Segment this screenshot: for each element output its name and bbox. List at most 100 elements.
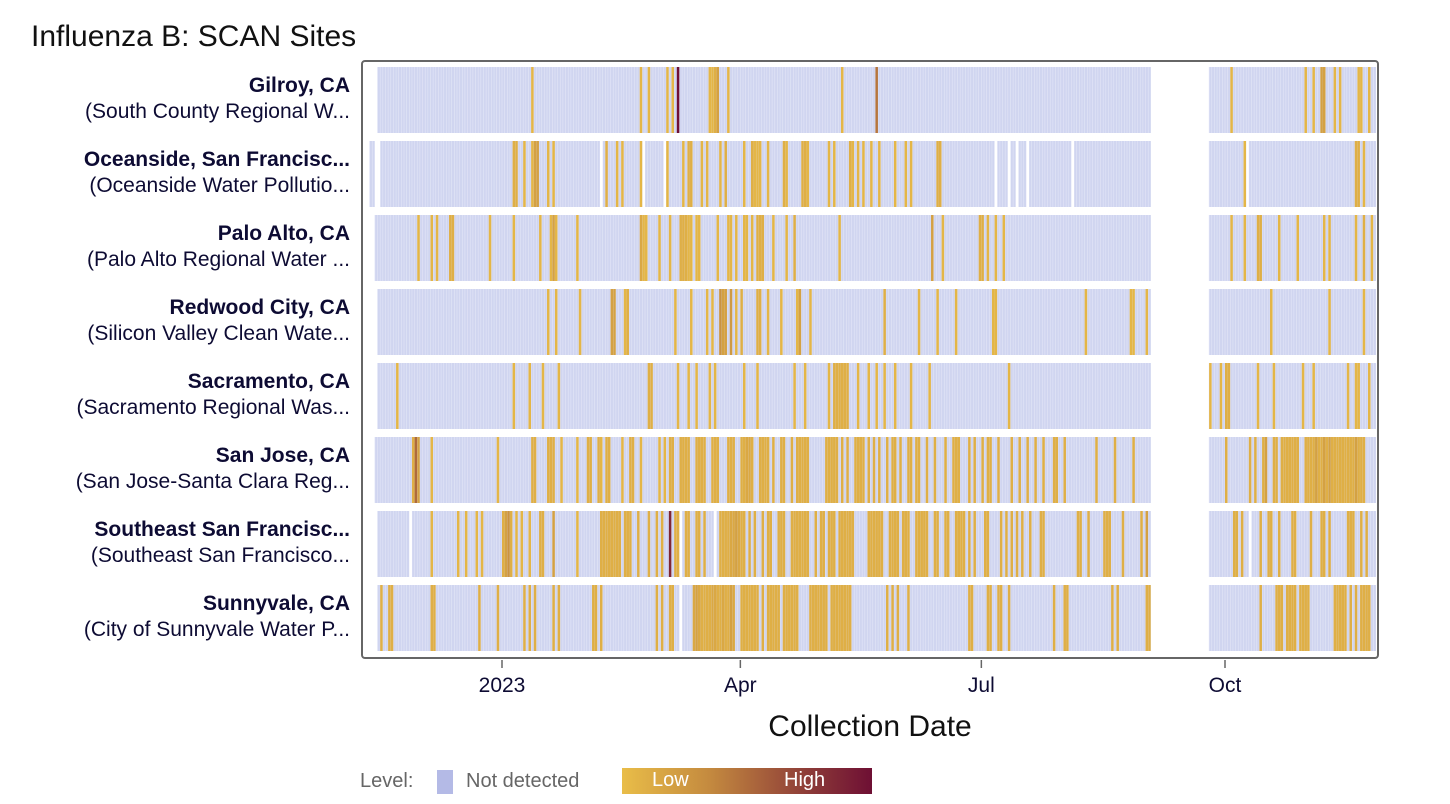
detection-cell bbox=[520, 511, 524, 577]
detection-cell bbox=[1362, 215, 1366, 281]
detection-cell bbox=[798, 437, 802, 503]
detection-cell bbox=[695, 511, 698, 577]
detection-cell bbox=[1275, 437, 1278, 503]
detection-cell bbox=[1283, 437, 1286, 503]
detection-cell bbox=[1219, 363, 1223, 429]
detection-cell bbox=[1270, 511, 1273, 577]
detection-cell bbox=[607, 437, 611, 503]
detection-cell bbox=[867, 511, 870, 577]
detection-cell bbox=[552, 437, 555, 503]
detection-cell bbox=[1042, 437, 1045, 503]
detection-cell bbox=[1087, 511, 1090, 577]
x-tick-label: Jul bbox=[967, 674, 995, 697]
missing-sample-cell bbox=[1248, 511, 1252, 577]
site-name: Gilroy, CA bbox=[248, 74, 350, 97]
detection-cell bbox=[830, 511, 833, 577]
detection-cell bbox=[1063, 585, 1066, 651]
detection-cell bbox=[1272, 363, 1276, 429]
detection-cell bbox=[957, 511, 961, 577]
detection-cell bbox=[822, 511, 825, 577]
detection-cell bbox=[891, 585, 894, 651]
detection-cell bbox=[533, 585, 537, 651]
detection-cell bbox=[1330, 437, 1334, 503]
detection-cell bbox=[523, 141, 526, 207]
detection-cell bbox=[1002, 215, 1006, 281]
detection-cell bbox=[915, 437, 918, 503]
detection-cell bbox=[631, 437, 635, 503]
detection-cell bbox=[827, 511, 831, 577]
detection-cell bbox=[801, 141, 804, 207]
row-label: Southeast San Francisc... (Southeast San … bbox=[91, 517, 350, 569]
detection-cell bbox=[1145, 511, 1149, 577]
detection-cell bbox=[891, 511, 894, 577]
detection-cell bbox=[886, 437, 889, 503]
detection-cell bbox=[986, 511, 990, 577]
detection-cell bbox=[1256, 363, 1260, 429]
detection-cell bbox=[602, 511, 606, 577]
missing-sample-cell bbox=[642, 141, 646, 207]
detection-cell bbox=[753, 511, 757, 577]
detection-cell bbox=[819, 585, 823, 651]
detection-cell bbox=[986, 437, 990, 503]
detection-cell bbox=[668, 215, 672, 281]
detection-cell bbox=[793, 585, 796, 651]
detection-cell bbox=[848, 141, 852, 207]
detection-cell bbox=[856, 437, 860, 503]
detection-cell bbox=[1362, 437, 1366, 503]
detection-cell bbox=[827, 363, 831, 429]
detection-cell bbox=[639, 67, 643, 133]
detection-cell bbox=[1063, 437, 1066, 503]
detection-cell bbox=[732, 437, 735, 503]
detection-cell bbox=[756, 363, 759, 429]
detection-cell bbox=[539, 511, 542, 577]
detection-cell bbox=[785, 585, 788, 651]
detection-cell bbox=[973, 511, 976, 577]
detection-cell bbox=[592, 585, 595, 651]
detection-cell bbox=[576, 215, 579, 281]
detection-cell bbox=[1039, 511, 1043, 577]
detection-cell bbox=[880, 511, 884, 577]
detection-cell bbox=[729, 511, 733, 577]
detection-cell bbox=[1360, 67, 1363, 133]
plot-frame bbox=[361, 60, 1379, 659]
detection-cell bbox=[817, 585, 820, 651]
detection-cell bbox=[1230, 67, 1233, 133]
site-name: Southeast San Francisc... bbox=[94, 518, 350, 541]
detection-cell bbox=[931, 215, 934, 281]
detection-cell bbox=[981, 215, 984, 281]
detection-cell bbox=[848, 511, 852, 577]
detection-cell bbox=[417, 215, 420, 281]
detection-cell bbox=[748, 585, 751, 651]
detection-cell bbox=[1346, 511, 1350, 577]
detection-cell bbox=[944, 437, 947, 503]
detection-cell bbox=[705, 141, 709, 207]
detection-cell bbox=[711, 437, 714, 503]
detection-cell bbox=[986, 215, 990, 281]
detection-cell bbox=[610, 511, 614, 577]
detection-cell bbox=[1365, 511, 1368, 577]
detection-cell bbox=[986, 585, 990, 651]
detection-cell bbox=[909, 141, 913, 207]
detection-cell bbox=[838, 363, 841, 429]
detection-cell bbox=[719, 511, 722, 577]
detection-cell bbox=[769, 585, 772, 651]
detection-cell bbox=[1341, 437, 1345, 503]
detection-cell bbox=[756, 141, 759, 207]
legend-level-gradient: Low High bbox=[622, 768, 872, 794]
detection-cell bbox=[1354, 585, 1358, 651]
detection-cell bbox=[594, 585, 598, 651]
detection-cell bbox=[637, 511, 640, 577]
detection-cell bbox=[875, 511, 878, 577]
detection-cell bbox=[743, 585, 746, 651]
detection-cell bbox=[724, 289, 727, 355]
detection-cell bbox=[795, 437, 799, 503]
detection-cell bbox=[806, 511, 810, 577]
detection-cell bbox=[719, 585, 722, 651]
detection-cell bbox=[663, 437, 667, 503]
detection-cell bbox=[840, 437, 844, 503]
detection-cell bbox=[838, 215, 841, 281]
detection-cell bbox=[1296, 437, 1300, 503]
row-label: Gilroy, CA (South County Regional W... bbox=[85, 73, 350, 125]
detection-cell bbox=[528, 585, 531, 651]
detection-cell bbox=[676, 363, 680, 429]
